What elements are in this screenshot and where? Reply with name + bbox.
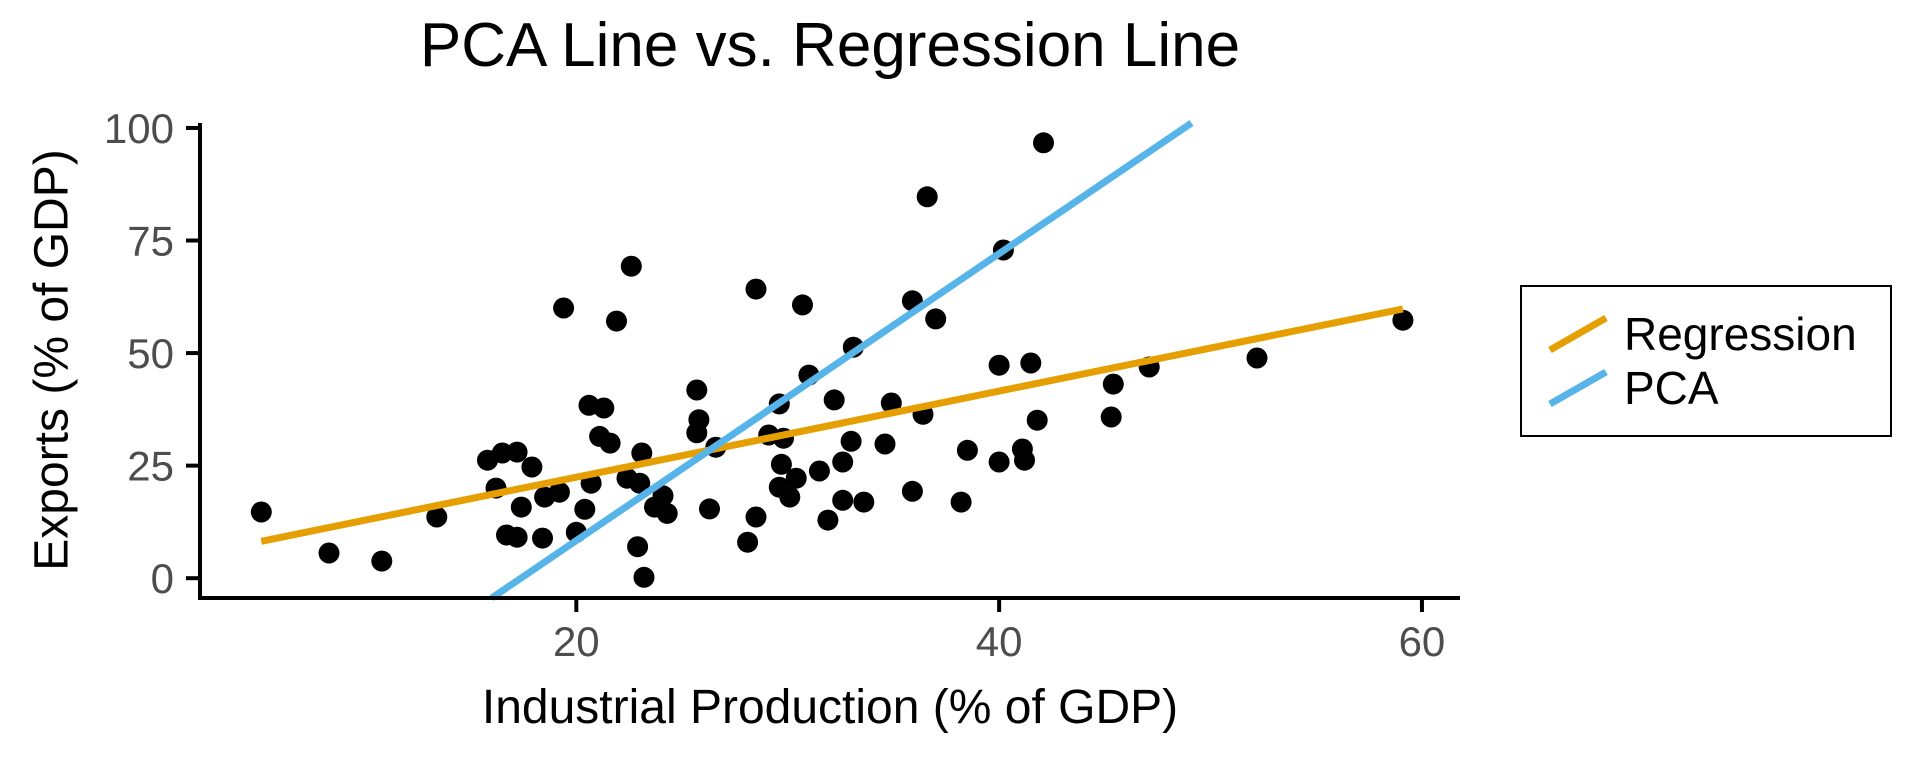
scatter-point [593,397,615,419]
legend-row-regression: Regression [1538,308,1874,360]
scatter-point [553,297,575,319]
scatter-point [686,379,708,401]
scatter-point [840,430,862,452]
x-tick-label: 40 [976,618,1023,665]
x-tick-label: 60 [1399,618,1446,665]
pca-line-key-icon [1548,368,1608,408]
scatter-point [599,432,621,454]
chart-title: PCA Line vs. Regression Line [419,11,1241,80]
scatter-point [633,566,655,588]
scatter-point [988,451,1010,473]
y-tick-label: 0 [151,555,174,602]
scatter-point [745,278,767,300]
scatter-point [532,527,553,549]
scatter-point [627,536,649,558]
scatter-point [606,310,627,332]
y-tick-label: 100 [104,105,174,152]
regression-line-key-icon [1548,314,1608,354]
scatter-point [1020,352,1042,374]
scatter-point [832,451,854,473]
scatter-point [785,467,807,489]
x-tick-label: 20 [553,618,600,665]
legend-label-pca: PCA [1624,362,1719,414]
regression-line [260,305,1404,545]
scatter-point [817,509,839,531]
scatter-point [853,491,875,513]
y-tick-label: 75 [127,218,174,265]
scatter-point [506,441,528,463]
scatter-point [250,501,272,523]
scatter-point [956,439,978,461]
scatter-point [916,186,938,208]
scatter-point [823,389,845,411]
pca-line [489,120,1194,601]
scatter-point [1100,406,1122,428]
scatter-point [808,460,830,482]
scatter-point [770,453,792,475]
scatter-point [1102,373,1124,395]
scatter-point [371,550,393,572]
scatter-point [988,354,1010,376]
y-axis-title: Exports (% of GDP) [25,149,79,571]
scatter-point [548,481,570,503]
scatter-point [699,498,720,520]
scatter-point [656,502,678,524]
y-tick-label: 50 [127,330,174,377]
scatter-point [832,489,854,511]
scatter-point [318,542,340,564]
legend-label-regression: Regression [1624,308,1857,360]
scatter-point [792,294,813,316]
scatter-point [574,498,596,520]
scatter-point [745,506,767,528]
scatter-point [737,531,759,553]
scatter-point [1026,409,1048,431]
scatter-point [426,506,448,528]
scatter-point [880,392,902,414]
x-axis-title: Industrial Production (% of GDP) [481,681,1179,734]
y-tick-label: 25 [127,443,174,490]
scatter-point [506,526,528,548]
legend-row-pca: PCA [1538,362,1874,414]
scatter-point [631,442,653,464]
scatter-point [629,472,651,494]
scatter-point [510,496,532,518]
scatter-point [925,308,947,330]
scatter-point [874,433,896,455]
scatter-point [686,422,708,444]
scatter-point [1033,132,1054,154]
scatter-point [950,491,972,513]
scatter-point [1246,347,1268,369]
scatter-point [901,480,923,502]
scatter-point [779,486,801,508]
scatter-point [1014,449,1035,471]
scatter-point [1392,309,1414,331]
scatter-point [620,255,642,277]
legend: Regression PCA [1520,285,1892,437]
scatter-point [521,456,543,478]
